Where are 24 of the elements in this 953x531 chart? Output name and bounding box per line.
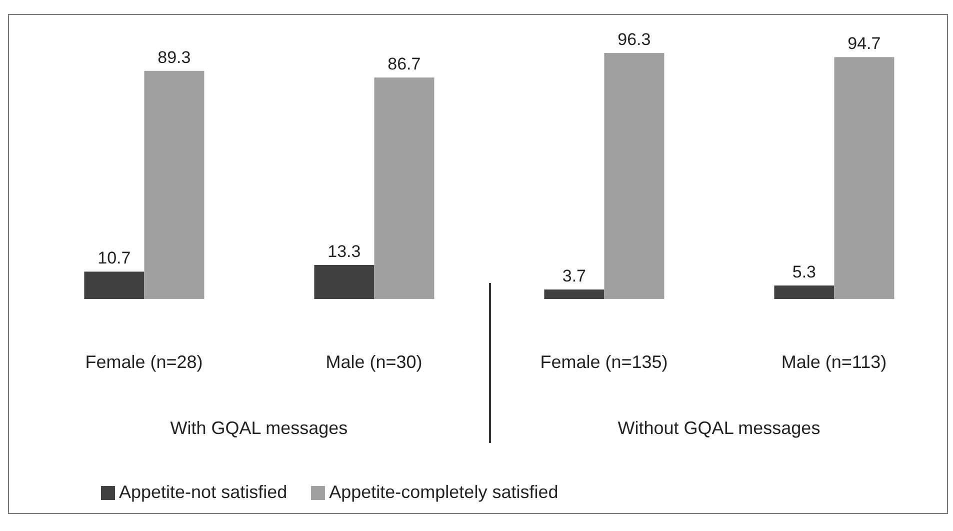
bar — [604, 53, 664, 299]
x-tick-label: Male (n=113) — [781, 352, 887, 372]
bar — [834, 57, 894, 299]
x-tick-label: Female (n=28) — [85, 352, 203, 372]
data-label: 13.3 — [328, 242, 361, 262]
legend-label: Appetite-completely satisfied — [329, 482, 558, 502]
data-label: 10.7 — [98, 248, 131, 268]
legend-label: Appetite-not satisfied — [119, 482, 288, 502]
x-tick-label: Female (n=135) — [540, 352, 668, 372]
bar — [374, 78, 434, 299]
text: Without GQAL messages — [616, 418, 822, 439]
bar — [774, 285, 834, 299]
data-label: 86.7 — [388, 54, 421, 74]
bar — [314, 265, 374, 299]
bar — [144, 70, 204, 299]
data-label: 94.7 — [848, 34, 881, 54]
data-label: 89.3 — [158, 48, 191, 67]
data-label: 5.3 — [792, 262, 816, 282]
bar — [544, 290, 604, 299]
data-label: 96.3 — [618, 30, 651, 49]
text: With GQAL messages — [169, 418, 349, 439]
data-label: 3.7 — [562, 266, 586, 286]
x-tick-label: Male (n=30) — [326, 352, 422, 372]
bar — [84, 272, 144, 299]
